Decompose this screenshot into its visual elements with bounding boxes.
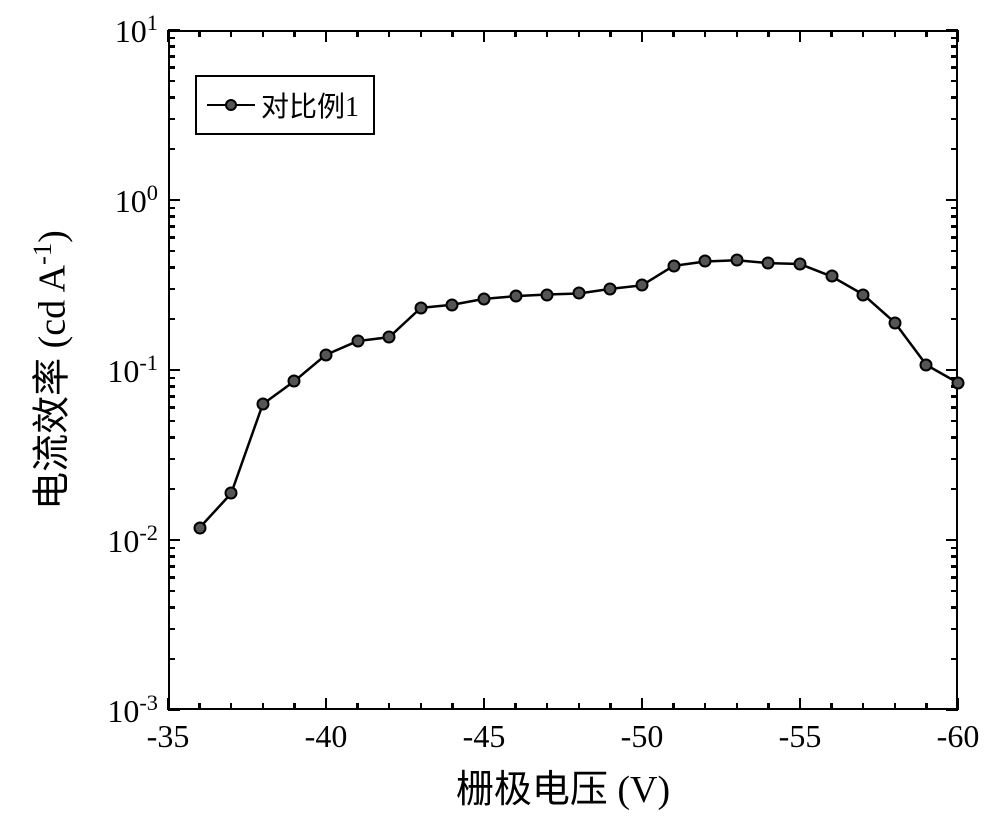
- x-tick-label: -40: [305, 718, 348, 755]
- data-marker: [699, 255, 712, 268]
- y-axis-title-text: 电流效率 (cd A-1): [32, 230, 74, 510]
- data-marker: [730, 254, 743, 267]
- data-marker: [256, 398, 269, 411]
- data-marker: [857, 288, 870, 301]
- data-marker: [541, 288, 554, 301]
- data-marker: [794, 258, 807, 271]
- legend-label: 对比例1: [261, 85, 359, 125]
- data-marker: [414, 301, 427, 314]
- legend-line-sample: [207, 104, 255, 107]
- data-marker: [888, 316, 901, 329]
- data-marker: [320, 348, 333, 361]
- data-marker: [351, 335, 364, 348]
- data-marker: [225, 487, 238, 500]
- y-tick-label: 10-3: [107, 690, 158, 730]
- data-marker: [288, 375, 301, 388]
- data-marker: [667, 259, 680, 272]
- x-tick-label: -50: [621, 718, 664, 755]
- y-tick-label: 100: [115, 180, 158, 220]
- data-marker: [825, 270, 838, 283]
- y-axis-title: 电流效率 (cd A-1): [21, 230, 76, 510]
- legend: 对比例1: [195, 75, 375, 135]
- x-tick-label: -60: [937, 718, 980, 755]
- data-marker: [762, 257, 775, 270]
- y-tick-label: 10-1: [107, 350, 158, 390]
- data-marker: [920, 359, 933, 372]
- x-tick-label: -55: [779, 718, 822, 755]
- data-marker: [193, 521, 206, 534]
- y-tick-label: 101: [115, 10, 158, 50]
- data-marker: [636, 279, 649, 292]
- data-marker: [478, 292, 491, 305]
- data-marker: [604, 282, 617, 295]
- chart-container: -35-40-45-50-55-6010-310-210-1100101 对比例…: [0, 0, 1000, 832]
- x-tick-label: -45: [463, 718, 506, 755]
- x-axis-title: 栅极电压 (V): [456, 758, 670, 813]
- data-marker: [952, 376, 965, 389]
- data-marker: [446, 298, 459, 311]
- y-tick-label: 10-2: [107, 520, 158, 560]
- data-marker: [509, 290, 522, 303]
- legend-marker-sample: [225, 99, 237, 111]
- data-marker: [383, 331, 396, 344]
- data-marker: [572, 287, 585, 300]
